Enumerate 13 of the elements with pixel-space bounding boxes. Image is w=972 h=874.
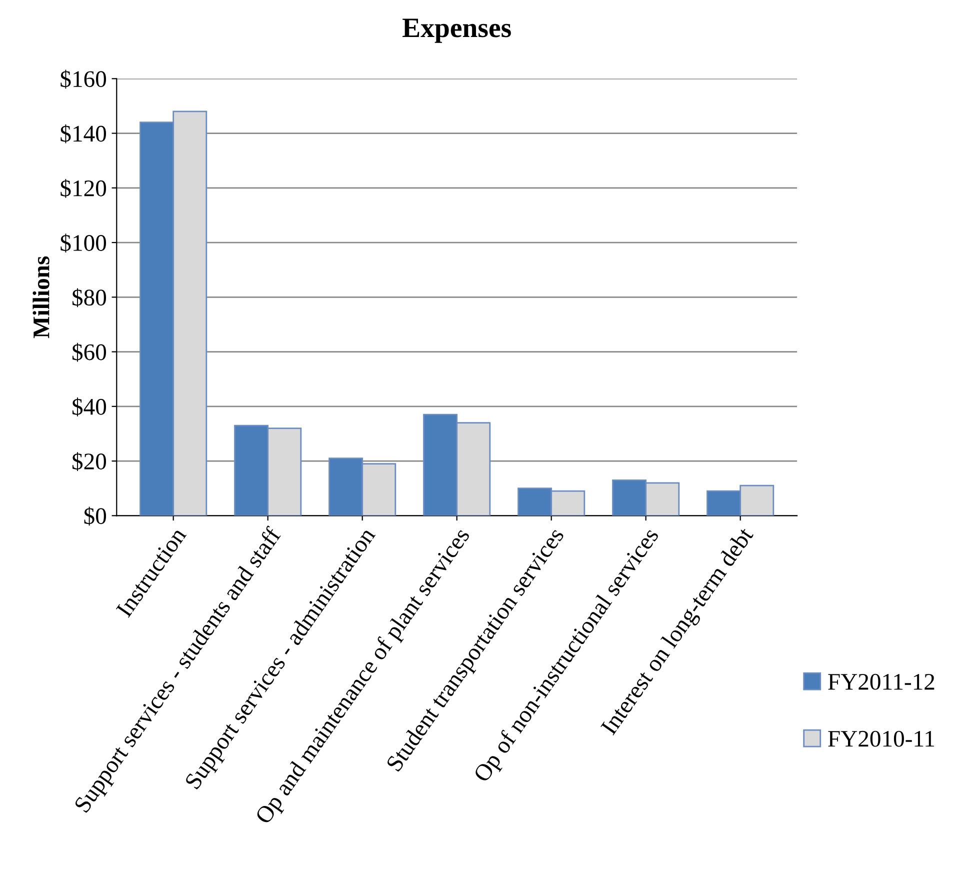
legend-label: FY2011-12	[828, 674, 934, 690]
y-tick-label: $60	[72, 342, 106, 362]
y-tick-label: $80	[72, 288, 106, 308]
y-tick-label: $160	[60, 70, 106, 89]
y-tick-label: $0	[84, 506, 106, 526]
legend-label: FY2010-11	[828, 730, 934, 747]
chart-title: Expenses	[402, 18, 511, 43]
y-tick-label: $140	[60, 124, 106, 144]
y-tick-label: $20	[72, 452, 106, 472]
y-tick-label: $120	[60, 179, 106, 198]
y-axis-title: Millions	[32, 256, 50, 338]
y-tick-label: $40	[72, 398, 106, 416]
y-tick-label: $100	[60, 234, 106, 253]
